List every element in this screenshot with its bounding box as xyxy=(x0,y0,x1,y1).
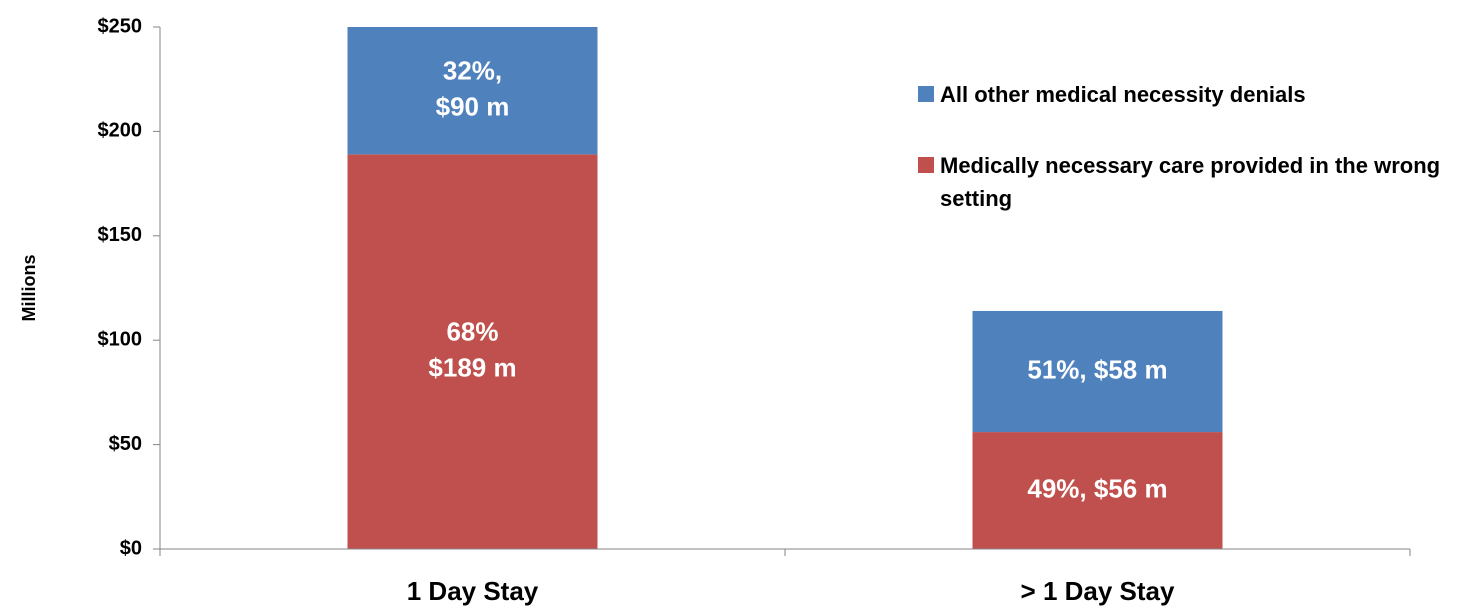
legend-swatch xyxy=(918,157,934,173)
legend: All other medical necessity denials Medic… xyxy=(918,78,1478,253)
x-tick-label: 1 Day Stay xyxy=(407,576,539,606)
bar-segment xyxy=(347,154,598,549)
y-tick-label: $100 xyxy=(98,328,143,350)
y-tick-label: $50 xyxy=(109,433,142,455)
data-label: 51%, $58 m xyxy=(1027,354,1167,384)
x-tick-label: > 1 Day Stay xyxy=(1021,576,1175,606)
bars xyxy=(347,27,1223,549)
legend-label: All other medical necessity denials xyxy=(940,82,1306,107)
data-label: 32%, $90 m xyxy=(436,56,510,122)
y-tick-label: $150 xyxy=(98,224,143,246)
legend-item: Medically necessary care provided in the… xyxy=(918,149,1478,215)
bar-segment xyxy=(972,432,1223,549)
y-tick-label: $0 xyxy=(120,537,142,559)
legend-label: Medically necessary care provided in the… xyxy=(940,153,1441,211)
data-label: 68% $189 m xyxy=(428,317,516,383)
y-tick-label: $250 xyxy=(98,15,143,37)
legend-item: All other medical necessity denials xyxy=(918,78,1478,111)
y-axis-label: Millions xyxy=(19,255,39,322)
bar-segment xyxy=(972,310,1223,433)
y-tick-label: $200 xyxy=(98,120,143,142)
legend-swatch xyxy=(918,86,934,102)
bar-segment xyxy=(347,27,598,155)
data-label: 49%, $56 m xyxy=(1027,473,1167,503)
